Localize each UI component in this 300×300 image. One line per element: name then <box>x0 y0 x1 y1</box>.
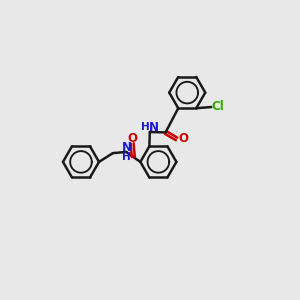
Text: Cl: Cl <box>212 100 225 113</box>
Text: N: N <box>122 141 131 154</box>
Text: O: O <box>178 132 188 146</box>
Text: N: N <box>149 121 159 134</box>
Text: O: O <box>127 132 137 145</box>
Text: H: H <box>141 122 150 132</box>
Text: H: H <box>122 152 131 162</box>
